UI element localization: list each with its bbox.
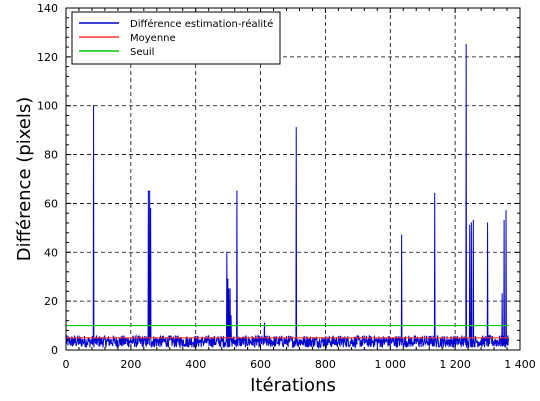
x-tick-label: 1 400 [504,358,536,371]
spike-point [229,288,231,290]
spike-point [236,190,238,192]
y-tick-label: 0 [51,344,58,357]
legend-box [71,11,281,65]
x-tick-label: 800 [315,358,336,371]
legend-label: Moyenne [130,33,176,44]
x-tick-label: 0 [63,358,70,371]
y-axis-title: Différence (pixels) [14,97,35,262]
spike-point [472,219,474,222]
spike-point [465,44,467,46]
x-axis-title: Itérations [250,375,336,396]
spike-point [401,234,403,236]
spike-point [295,127,297,129]
spike-point [501,293,503,295]
x-tick-label: 400 [185,358,206,371]
y-tick-label: 100 [37,100,58,113]
spike-point [92,105,95,107]
spike-point [226,251,228,253]
spike-point [227,278,229,280]
spike-point [470,222,472,224]
spike-point [503,219,505,222]
x-tick-label: 200 [120,358,141,371]
y-tick-label: 80 [44,149,58,162]
spike-point [263,322,266,324]
y-tick-label: 120 [37,51,58,64]
legend-label: Seuil [130,47,154,58]
legend-label: Différence estimation-réalité [130,18,273,30]
x-tick-label: 1 200 [439,358,471,371]
legend: Différence estimation-réalité Moyenne Seui… [71,11,281,65]
y-tick-label: 40 [44,246,58,259]
spike-point [434,193,436,195]
x-tick-label: 600 [250,358,271,371]
y-tick-label: 60 [44,197,58,210]
series-line-difference [65,44,510,350]
x-tick-label: 1 000 [375,358,407,371]
series-layer [65,44,510,350]
spike-point [150,207,152,209]
spike-point [486,222,489,224]
plot-area-frame [65,7,521,351]
spike-point [505,210,507,212]
y-tick-label: 20 [44,295,58,308]
spike-point [147,190,149,192]
spike-point [149,190,151,192]
ticks: 0 200 400 600 800 1 000 1 200 1 400 0 20 40 60 80 100… [37,2,536,371]
grid [66,8,520,350]
y-tick-label: 140 [37,2,58,15]
spike-point [228,288,230,290]
spike-point [469,224,471,227]
spike-point [230,315,232,317]
